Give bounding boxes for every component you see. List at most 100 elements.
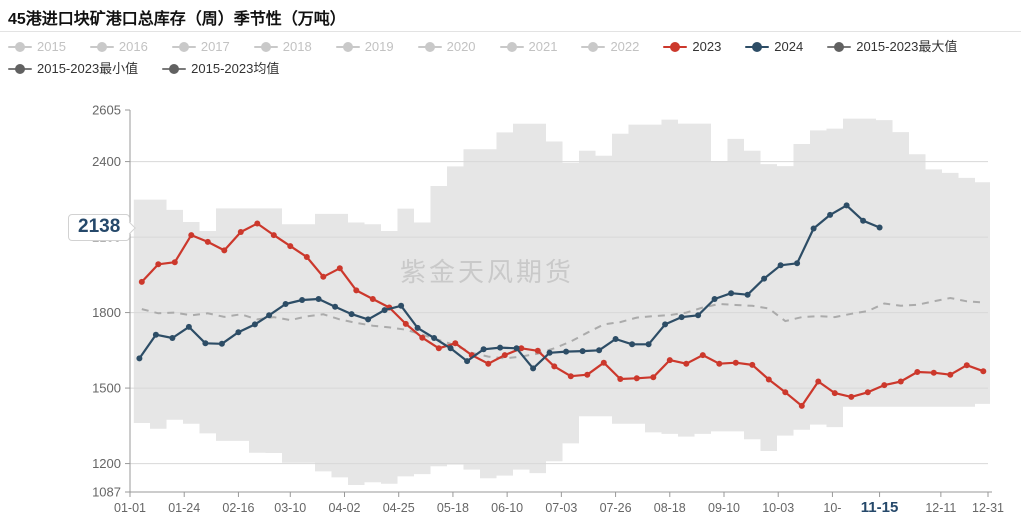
data-point-2024: [153, 332, 159, 338]
data-point-2024: [382, 307, 388, 313]
data-point-2023: [370, 296, 376, 302]
data-point-2024: [662, 321, 668, 327]
data-point-2023: [436, 345, 442, 351]
data-point-2023: [502, 352, 508, 358]
data-point-2023: [964, 362, 970, 368]
data-point-2024: [464, 358, 470, 364]
x-axis-label: 10-: [823, 501, 841, 515]
data-point-2024: [448, 345, 454, 351]
x-axis-label: 09-10: [708, 501, 740, 515]
data-point-2024: [136, 355, 142, 361]
data-point-2024: [811, 226, 817, 232]
data-point-2023: [865, 389, 871, 395]
data-point-2023: [733, 360, 739, 366]
data-point-2023: [881, 382, 887, 388]
data-point-2023: [799, 403, 805, 409]
data-point-2024: [860, 218, 866, 224]
y-axis-label: 1500: [92, 381, 121, 396]
data-point-2024: [481, 346, 487, 352]
data-point-2023: [782, 389, 788, 395]
data-point-2024: [778, 262, 784, 268]
data-point-2023: [271, 232, 277, 238]
x-axis-label: 04-25: [383, 501, 415, 515]
data-point-2024: [877, 225, 883, 231]
data-point-2024: [745, 292, 751, 298]
data-point-2023: [832, 390, 838, 396]
data-point-2023: [535, 348, 541, 354]
data-point-2024: [202, 340, 208, 346]
data-point-2024: [794, 260, 800, 266]
data-point-2023: [947, 372, 953, 378]
data-point-2024: [563, 349, 569, 355]
data-point-2023: [667, 357, 673, 363]
data-point-2024: [646, 341, 652, 347]
data-point-2023: [650, 374, 656, 380]
data-point-2024: [514, 345, 520, 351]
data-point-2024: [365, 316, 371, 322]
y-axis-label: 2400: [92, 154, 121, 169]
data-point-2024: [827, 212, 833, 218]
data-point-2024: [530, 365, 536, 371]
min-max-band-area: [134, 119, 990, 485]
data-point-2023: [172, 259, 178, 265]
data-point-2023: [634, 375, 640, 381]
data-point-2023: [320, 274, 326, 280]
x-axis-label-current: 11-15: [861, 499, 899, 516]
chart-card: 45港进口块矿港口总库存（周）季节性（万吨） 20152016201720182…: [0, 0, 1021, 521]
data-point-2023: [287, 243, 293, 249]
x-axis-label: 07-03: [545, 501, 577, 515]
data-point-2024: [580, 348, 586, 354]
x-axis-label: 10-03: [762, 501, 794, 515]
data-point-2024: [431, 335, 437, 341]
x-axis-label: 08-18: [654, 501, 686, 515]
data-point-2023: [931, 370, 937, 376]
data-point-2023: [584, 372, 590, 378]
data-point-2024: [235, 329, 241, 335]
data-point-2023: [452, 340, 458, 346]
data-point-2024: [283, 301, 289, 307]
data-point-2023: [848, 394, 854, 400]
data-point-2024: [695, 312, 701, 318]
data-point-2024: [349, 311, 355, 317]
data-point-2023: [617, 376, 623, 382]
data-point-2023: [221, 247, 227, 253]
y-axis-label: 1087: [92, 485, 121, 500]
data-point-2023: [419, 335, 425, 341]
data-point-2023: [601, 360, 607, 366]
latest-value-text: 2138: [78, 216, 120, 237]
data-point-2024: [728, 290, 734, 296]
data-point-2024: [316, 296, 322, 302]
data-point-2024: [596, 347, 602, 353]
data-point-2023: [304, 254, 310, 260]
data-point-2024: [252, 321, 258, 327]
data-point-2023: [188, 232, 194, 238]
data-point-2023: [683, 361, 689, 367]
x-axis-label: 12-11: [925, 501, 956, 515]
data-point-2024: [844, 202, 850, 208]
data-point-2024: [712, 296, 718, 302]
data-point-2023: [139, 279, 145, 285]
data-point-2023: [815, 379, 821, 385]
data-point-2024: [547, 350, 553, 356]
latest-value-badge: 2138: [68, 214, 130, 241]
data-point-2024: [266, 312, 272, 318]
watermark: 紫金天风期货: [400, 257, 574, 287]
data-point-2023: [568, 373, 574, 379]
data-point-2023: [403, 321, 409, 327]
x-axis-label: 04-02: [329, 501, 361, 515]
y-axis-label: 1200: [92, 456, 121, 471]
data-point-2023: [155, 261, 161, 267]
x-axis-label: 03-10: [274, 501, 306, 515]
data-point-2024: [629, 341, 635, 347]
data-point-2023: [766, 377, 772, 383]
y-axis-label: 1800: [92, 305, 121, 320]
data-point-2023: [337, 265, 343, 271]
data-point-2023: [254, 221, 260, 227]
data-point-2023: [205, 239, 211, 245]
data-point-2023: [898, 379, 904, 385]
x-axis-label: 12-31: [972, 501, 1004, 515]
data-point-2024: [679, 314, 685, 320]
data-point-2024: [415, 325, 421, 331]
data-point-2024: [299, 297, 305, 303]
data-point-2024: [613, 336, 619, 342]
